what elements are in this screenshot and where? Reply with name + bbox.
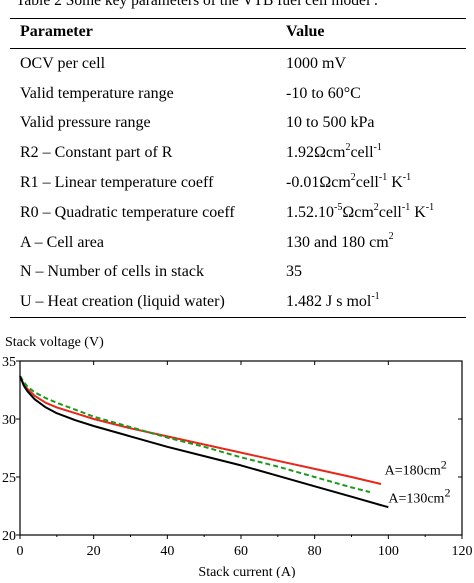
curve-annotation: A=130cm2 <box>388 486 450 507</box>
annotation-superscript: 2 <box>441 458 447 472</box>
value-text: cell <box>355 174 379 192</box>
x-axis-label: Stack current (A) <box>198 565 296 578</box>
value-superscript: 2 <box>345 141 351 153</box>
value-text: 1.92Ωcm <box>286 144 346 162</box>
table-row: Valid temperature range -10 to 60°C <box>10 79 466 109</box>
parameter-cell: R2 – Constant part of R <box>20 144 173 162</box>
parameter-cell: Valid temperature range <box>20 84 174 102</box>
value-text: K <box>410 203 426 221</box>
value-superscript: 2 <box>350 171 356 183</box>
table-caption: Table 2 Some key parameters of the VTB f… <box>16 0 378 9</box>
value-text: 130 and 180 cm <box>286 233 389 251</box>
x-tick-label: 40 <box>160 544 174 559</box>
value-cell: 1.52.10-5Ωcm2cell-1 K-1 <box>286 198 466 228</box>
chart-svg: Stack voltage (V)0 20 40 60 80 100 12020253035… <box>2 335 473 580</box>
series-line-1 <box>19 375 371 494</box>
curve-annotation: A=180cm2 <box>385 458 447 479</box>
x-tick-label: 80 <box>308 544 322 559</box>
annotation-text: A=180cm <box>385 464 441 479</box>
value-superscript: -5 <box>334 201 343 213</box>
header-value: Value <box>286 18 466 49</box>
value-cell: 10 to 500 kPa <box>286 114 375 132</box>
value-cell: 35 <box>286 263 302 281</box>
annotation-text: A=130cm <box>388 492 444 507</box>
table-row: R0 – Quadratic temperature coeff 1.52.10-… <box>10 198 466 228</box>
x-tick-label: 100 <box>378 544 399 559</box>
parameter-cell: U – Heat creation (liquid water) <box>10 287 286 319</box>
parameter-cell: R0 – Quadratic temperature coeff <box>20 203 235 221</box>
value-cell: 1.92Ωcm2cell-1 <box>286 138 466 168</box>
value-cell: 130 and 180 cm2 <box>286 228 466 258</box>
table-header-row: Parameter Value <box>10 18 466 49</box>
value-superscript: -1 <box>402 171 412 183</box>
value-text: 1.52.10 <box>286 203 334 221</box>
value-cell: -0.01Ωcm2cell-1 K-1 <box>286 168 466 198</box>
parameter-cell: Valid pressure range <box>20 114 151 132</box>
parameter-cell: OCV per cell <box>20 54 106 72</box>
series-line-2 <box>19 375 389 509</box>
parameter-cell: R1 – Linear temperature coeff <box>20 174 214 192</box>
value-cell: 1.482 J s mol-1 <box>286 287 466 319</box>
y-tick-label: 35 <box>2 355 16 370</box>
table-row: R1 – Linear temperature coeff -0.01Ωcm2ce… <box>10 168 466 198</box>
x-tick-label: 0 <box>17 544 24 559</box>
value-text: cell <box>350 144 374 162</box>
value-superscript: 2 <box>388 231 394 243</box>
stack-voltage-chart: Stack voltage (V) 0 20 40 60 80 100 120 20 25 30 35… <box>0 330 474 580</box>
value-superscript: -1 <box>378 171 388 183</box>
parameter-table: Parameter Value OCV per cell 1000 mV Valid… <box>10 18 466 319</box>
table-row: N – Number of cells in stack 35 <box>10 258 466 288</box>
y-tick-label: 20 <box>2 529 16 544</box>
value-text: K <box>387 174 403 192</box>
series-line-0 <box>19 375 382 485</box>
value-superscript: -1 <box>401 201 411 213</box>
value-text: Ωcm <box>342 203 374 221</box>
table-row: R2 – Constant part of R 1.92Ωcm2cell-1 <box>10 138 466 168</box>
value-text: cell <box>378 203 402 221</box>
header-parameter: Parameter <box>10 18 286 49</box>
x-tick-label: 120 <box>452 544 473 559</box>
value-superscript: -1 <box>425 201 435 213</box>
x-tick-label: 20 <box>87 544 101 559</box>
annotation-superscript: 2 <box>444 486 450 500</box>
table-row: U – Heat creation (liquid water) 1.482 J … <box>10 287 466 319</box>
y-tick-label: 30 <box>2 413 16 428</box>
value-superscript: 2 <box>373 201 379 213</box>
value-cell: -10 to 60°C <box>286 84 361 102</box>
table-row: Valid pressure range 10 to 500 kPa <box>10 109 466 139</box>
table-row: A – Cell area 130 and 180 cm2 <box>10 228 466 258</box>
plot-frame <box>19 360 463 536</box>
table-row: OCV per cell 1000 mV <box>10 49 466 79</box>
parameter-cell: A – Cell area <box>20 233 104 251</box>
y-axis-label: Stack voltage (V) <box>5 335 104 350</box>
parameter-cell: N – Number of cells in stack <box>20 263 204 281</box>
x-tick-label: 60 <box>234 544 248 559</box>
y-tick-label: 25 <box>2 471 16 486</box>
value-text: -0.01Ωcm <box>286 174 351 192</box>
value-text: 1.482 J s mol <box>286 293 372 311</box>
value-cell: 1000 mV <box>286 54 346 72</box>
value-superscript: -1 <box>371 290 380 302</box>
value-superscript: -1 <box>373 141 382 153</box>
